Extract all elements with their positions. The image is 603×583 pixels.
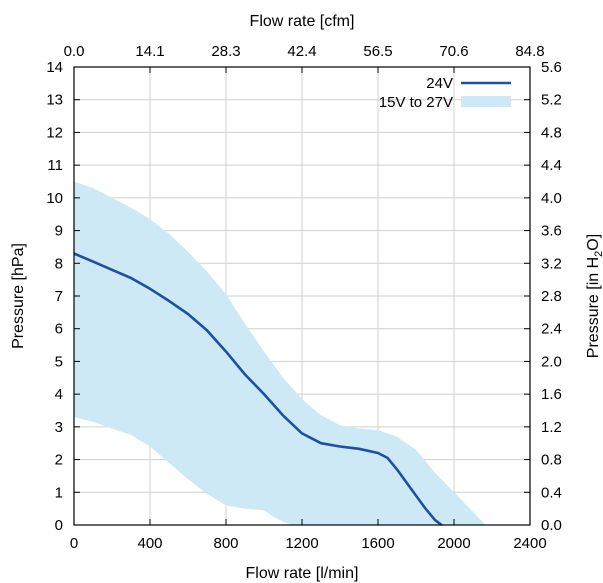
y-tick-label: 0 xyxy=(55,517,63,534)
y-tick-label: 4 xyxy=(55,386,63,403)
y2-tick-label: 4.0 xyxy=(541,190,562,207)
y2-tick-label: 4.8 xyxy=(541,124,562,141)
y-tick-label: 9 xyxy=(55,223,63,240)
y-axis-title: Pressure [hPa] xyxy=(10,243,27,349)
y2-tick-label: 3.6 xyxy=(541,223,562,240)
y-tick-label: 8 xyxy=(55,255,63,272)
x2-tick-label: 0.0 xyxy=(64,43,85,60)
y2-tick-label: 1.2 xyxy=(541,419,562,436)
y2-tick-label: 2.8 xyxy=(541,288,562,305)
x-tick-label: 1600 xyxy=(361,535,394,552)
y-tick-label: 6 xyxy=(55,321,63,338)
x2-tick-label: 42.4 xyxy=(287,43,316,60)
y2-tick-label: 2.0 xyxy=(541,353,562,370)
x2-axis-title: Flow rate [cfm] xyxy=(250,13,355,30)
y2-tick-label: 0.0 xyxy=(541,517,562,534)
y-tick-label: 7 xyxy=(55,288,63,305)
x-tick-label: 2000 xyxy=(437,535,470,552)
x-tick-label: 1200 xyxy=(285,535,318,552)
x-tick-label: 0 xyxy=(70,535,78,552)
series-line-24v xyxy=(73,252,443,527)
y2-axis-title-subscript: 2 xyxy=(593,251,603,257)
tick-marks xyxy=(73,66,531,526)
y-tick-label: 10 xyxy=(46,190,63,207)
y2-tick-label: 0.4 xyxy=(541,484,562,501)
y2-tick-label: 1.6 xyxy=(541,386,562,403)
y2-tick-label: 2.4 xyxy=(541,321,562,338)
legend-label-24v: 24V xyxy=(426,75,453,92)
y-tick-label: 2 xyxy=(55,452,63,469)
x2-tick-label: 14.1 xyxy=(135,43,164,60)
y-tick-label: 11 xyxy=(47,157,63,174)
x2-tick-label: 28.3 xyxy=(211,43,240,60)
y-tick-label: 1 xyxy=(55,484,63,501)
y2-tick-label: 3.2 xyxy=(541,255,562,272)
y-tick-label: 12 xyxy=(46,124,63,141)
legend: 24V 15V to 27V xyxy=(379,75,511,111)
y2-axis-title-main: Pressure [in H xyxy=(585,257,602,358)
x-tick-label: 800 xyxy=(213,535,238,552)
y2-axis-title-end: O] xyxy=(585,234,602,251)
x-axis-title: Flow rate [l/min] xyxy=(246,565,359,582)
line-series xyxy=(73,252,443,527)
legend-label-band: 15V to 27V xyxy=(379,94,453,111)
x2-tick-label: 56.5 xyxy=(363,43,392,60)
x-tick-label: 2400 xyxy=(513,535,546,552)
y2-tick-label: 5.2 xyxy=(541,92,562,109)
y2-axis-title: Pressure [in H2O] xyxy=(585,234,603,358)
band-series xyxy=(74,181,486,525)
x-tick-label: 400 xyxy=(137,535,162,552)
y-tick-label: 5 xyxy=(55,353,63,370)
y-tick-label: 14 xyxy=(46,59,63,76)
y-tick-label: 3 xyxy=(55,419,63,436)
y2-tick-label: 5.6 xyxy=(541,59,562,76)
x2-tick-label: 84.8 xyxy=(515,43,544,60)
y-tick-label: 13 xyxy=(46,92,63,109)
y2-tick-label: 0.8 xyxy=(541,452,562,469)
legend-swatch-band xyxy=(461,96,511,107)
band-area xyxy=(74,181,486,525)
x2-tick-label: 70.6 xyxy=(439,43,468,60)
y2-tick-label: 4.4 xyxy=(541,157,562,174)
